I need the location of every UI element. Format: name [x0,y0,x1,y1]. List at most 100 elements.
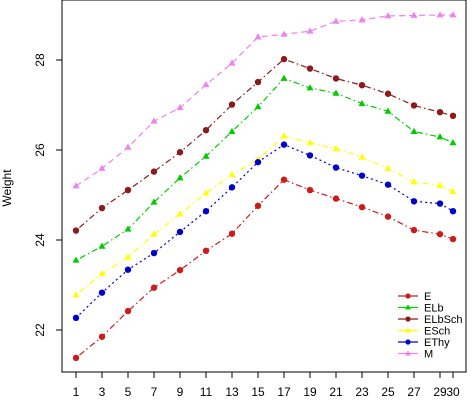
data-point [98,289,106,296]
data-point [124,266,132,273]
legend-item: E [398,291,431,303]
data-point [384,90,392,97]
data-point [176,210,184,217]
legend-item: ELbSch [398,314,463,326]
data-point [176,174,184,181]
series-line [75,58,454,231]
series-line [75,14,453,187]
data-point [280,176,288,183]
data-point [280,30,288,37]
data-point [202,80,210,88]
data-point [332,164,340,171]
data-point [384,107,392,114]
data-point [176,103,184,111]
data-point [410,178,418,185]
data-point [228,184,236,191]
data-point [358,153,366,160]
data-point [449,235,457,243]
data-point [449,208,457,215]
data-point [150,117,158,124]
data-point [124,186,132,194]
data-point [254,202,262,209]
data-point [358,99,366,107]
data-point [228,101,236,108]
legend-marker [405,316,411,322]
data-point [176,228,184,236]
data-point [306,65,314,72]
legend-label: EThy [424,337,450,349]
data-point [436,109,444,116]
data-point [98,204,106,212]
data-point [124,225,132,232]
data-point [436,200,444,207]
data-point [358,172,366,179]
data-point [98,333,106,340]
data-point [410,226,418,234]
data-point [72,291,80,298]
series-e [72,176,457,362]
data-point [358,203,366,211]
data-point [150,168,158,175]
x-tick-label: 30 [446,385,460,399]
x-tick-label: 3 [99,385,106,399]
legend-label: E [424,291,431,303]
y-tick-label: 28 [33,53,47,67]
legend-label: ELbSch [424,314,463,326]
legend-item: ESch [398,326,450,338]
x-tick-label: 19 [303,385,317,399]
legend-marker [405,293,411,299]
data-point [72,354,80,362]
data-point [449,112,457,120]
data-point [306,139,314,146]
x-tick-label: 1 [73,385,80,399]
x-tick-label: 21 [329,385,343,399]
data-point [228,127,236,134]
y-tick-label: 26 [33,143,47,157]
data-point [306,152,314,159]
x-tick-label: 11 [200,385,213,399]
x-tick-label: 9 [177,385,184,399]
legend-item: EThy [398,337,450,349]
data-point [254,33,262,40]
data-point [124,253,132,260]
data-point [436,11,444,18]
data-point [280,55,288,63]
data-point [98,164,106,171]
legend-marker [405,327,411,333]
data-point [150,284,158,291]
data-point [384,213,392,220]
y-tick-label: 24 [33,233,47,247]
data-point [228,170,236,178]
series-line [75,77,454,261]
data-point [280,141,288,148]
series-esch [72,132,457,298]
series-line [75,135,454,296]
data-point [72,314,80,322]
data-point [449,139,457,146]
data-point [410,11,418,18]
data-point [98,269,106,277]
data-point [332,144,340,152]
legend-item: ELb [398,303,444,315]
data-point [384,12,392,19]
x-tick-label: 5 [125,385,132,399]
data-point [202,152,210,159]
data-point [436,133,444,140]
data-point [332,195,340,202]
x-tick-label: 25 [381,385,395,399]
data-point [384,181,392,188]
data-point [306,27,314,34]
data-point [332,89,340,96]
legend-label: ELb [424,303,444,315]
x-tick-label: 27 [407,385,421,399]
x-tick-label: 15 [251,385,265,399]
series-layer [72,11,457,362]
data-point [72,182,80,189]
data-point [98,242,106,249]
data-point [358,16,366,23]
data-point [280,132,288,139]
data-point [202,127,210,134]
data-point [202,189,210,196]
data-point [410,127,418,134]
